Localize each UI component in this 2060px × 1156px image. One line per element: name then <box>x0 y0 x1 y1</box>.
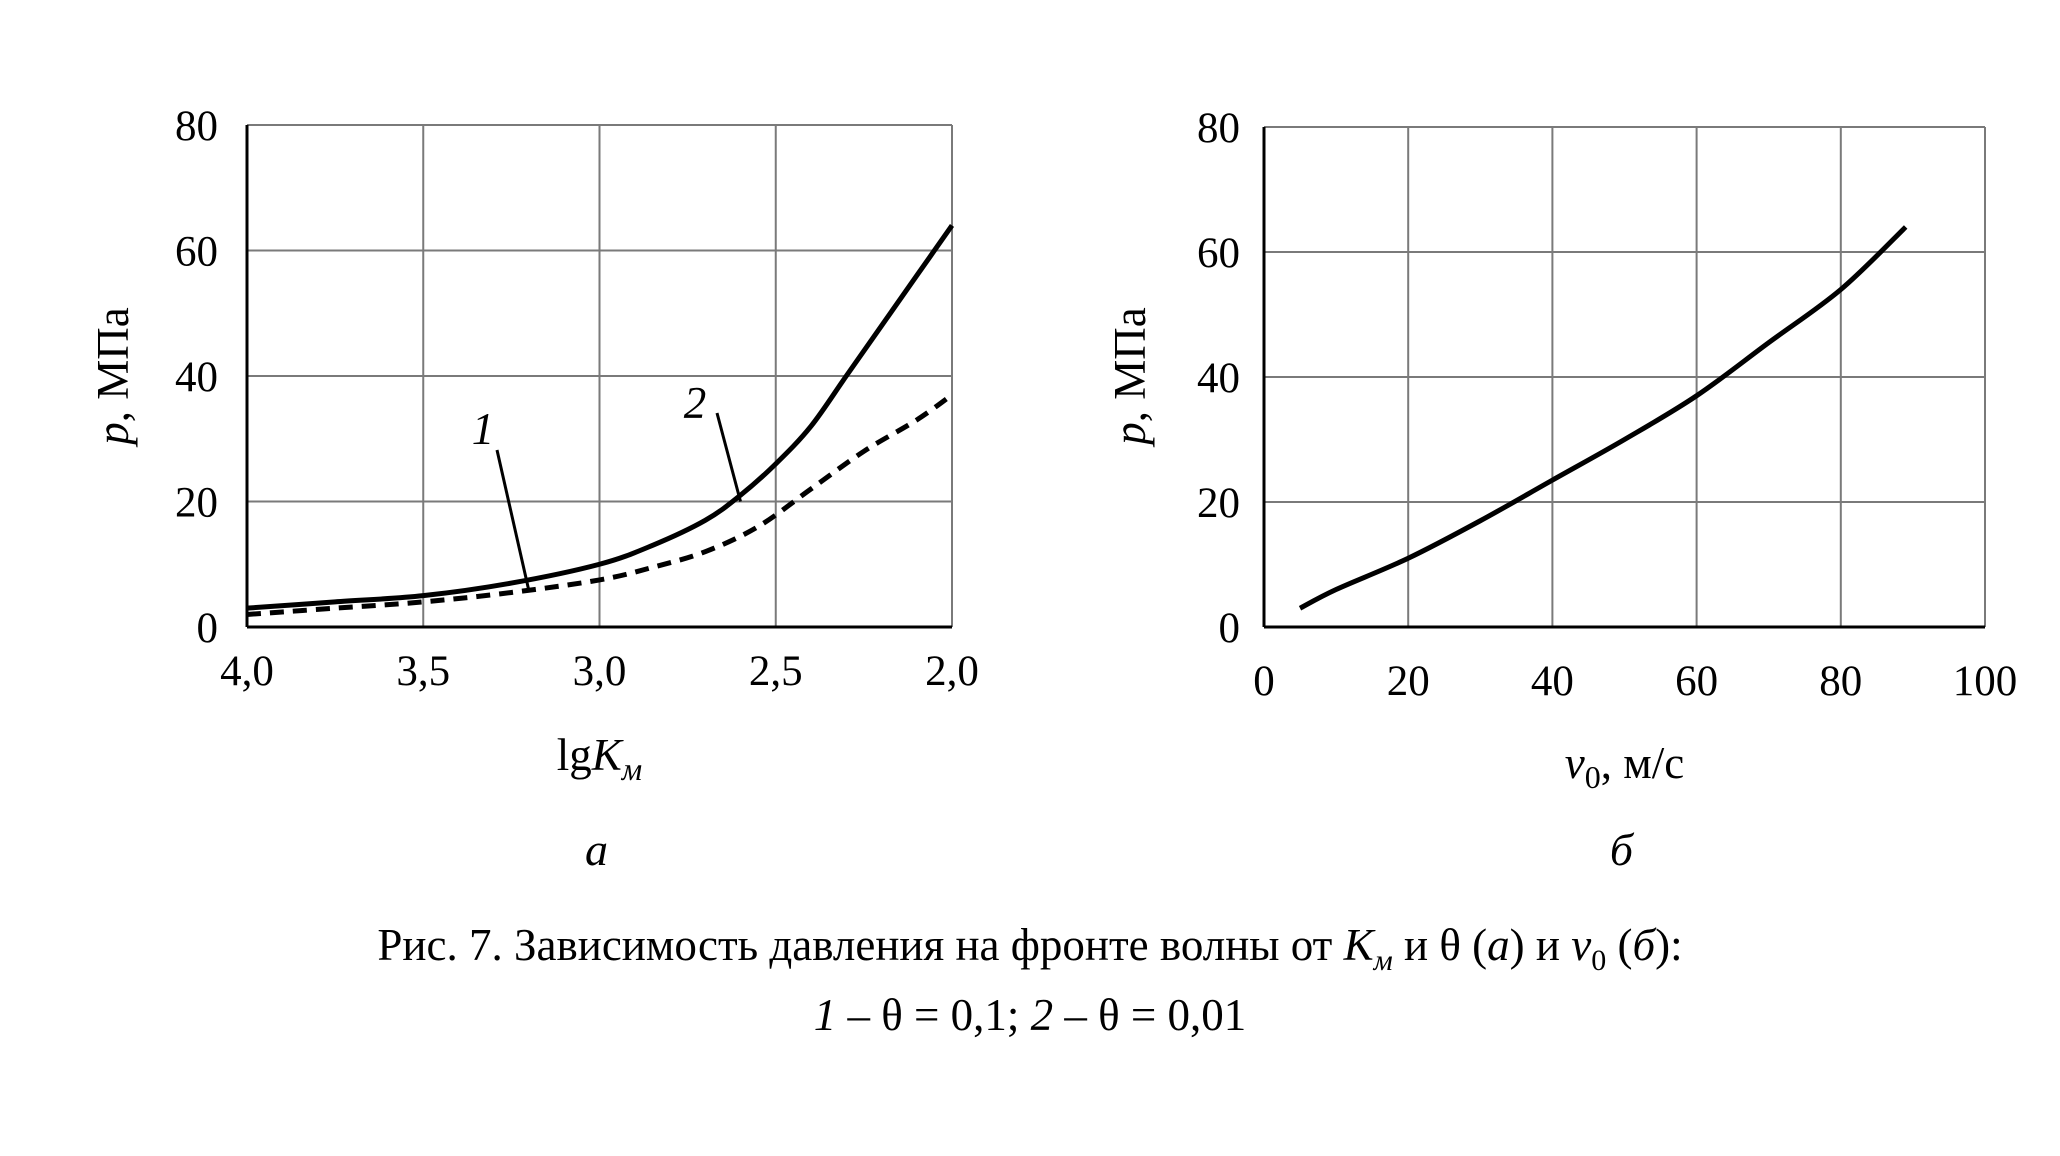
caption-line-1: Рис. 7. Зависимость давления на фронте в… <box>0 918 2060 988</box>
caption-curve-2-number: 2 <box>1030 990 1054 1040</box>
y-tick-label: 40 <box>175 354 218 401</box>
y-tick-label: 60 <box>1197 230 1240 277</box>
x-tick-label: 2,0 <box>925 648 979 695</box>
caption-panel-b-ref: б <box>1632 920 1656 970</box>
caption-text: ( <box>1606 920 1633 970</box>
caption-k-subscript: м <box>1373 944 1393 977</box>
y-tick-label: 20 <box>175 480 218 527</box>
x-tick-label: 2,5 <box>749 648 803 695</box>
caption-curve-2-text: – θ = 0,01 <box>1053 990 1247 1040</box>
annotation-leader-line <box>495 449 531 592</box>
x-tick-label: 60 <box>1675 658 1718 705</box>
caption-text: и θ ( <box>1392 920 1488 970</box>
y-tick-label: 0 <box>1219 605 1241 652</box>
x-axis-title: lgKм <box>557 730 642 787</box>
x-tick-label: 3,0 <box>573 648 627 695</box>
y-axis-title: p, МПа <box>88 307 138 448</box>
x-tick-label: 40 <box>1531 658 1574 705</box>
caption-k-symbol: K <box>1343 920 1374 970</box>
panel-label: б <box>1610 824 1635 875</box>
y-tick-label: 80 <box>1197 105 1240 152</box>
chart-panel-b: 0 20 40 60 80 100 0 20 40 60 80 p, МПа v0, м/с б <box>1105 105 2017 875</box>
y-tick-label: 20 <box>1197 480 1240 527</box>
chart-panel-a: 4,0 3,5 3,0 2,5 2,0 0 20 40 60 80 p, МПа lgKм а 1 2 <box>88 103 979 875</box>
x-tick-label: 0 <box>1253 658 1275 705</box>
caption-panel-a-ref: а <box>1487 920 1510 970</box>
x-tick-label: 20 <box>1387 658 1430 705</box>
caption-text: Рис. 7. Зависимость давления на фронте в… <box>377 920 1344 970</box>
series-line-2 <box>246 223 955 611</box>
series-line-1 <box>246 392 954 617</box>
y-tick-label: 60 <box>175 229 218 276</box>
caption-v-symbol: v <box>1571 920 1592 970</box>
panel-label: а <box>585 824 608 875</box>
caption-curve-1-number: 1 <box>813 990 837 1040</box>
caption-line-2: 1 – θ = 0,1; 2 – θ = 0,01 <box>0 988 2060 1042</box>
x-tick-label: 80 <box>1819 658 1862 705</box>
curve-annotation-label: 1 <box>472 404 495 454</box>
x-axis-title: v0, м/с <box>1565 738 1684 795</box>
y-tick-label: 80 <box>175 103 218 150</box>
caption-text: ) и <box>1509 920 1572 970</box>
caption-v-subscript: 0 <box>1591 944 1607 977</box>
x-tick-label: 4,0 <box>220 648 274 695</box>
y-tick-label: 40 <box>1197 355 1240 402</box>
figure-caption: Рис. 7. Зависимость давления на фронте в… <box>0 918 2060 1042</box>
y-axis-title: p, МПа <box>1105 307 1155 448</box>
caption-curve-1-text: – θ = 0,1; <box>836 990 1031 1040</box>
y-tick-label: 0 <box>197 605 219 652</box>
x-tick-label: 3,5 <box>396 648 450 695</box>
curve-annotation-label: 2 <box>684 378 707 428</box>
annotation-leader-line <box>715 412 742 502</box>
caption-text: ): <box>1655 920 1683 970</box>
x-tick-label: 100 <box>1953 658 2018 705</box>
series-line <box>1298 225 1908 611</box>
